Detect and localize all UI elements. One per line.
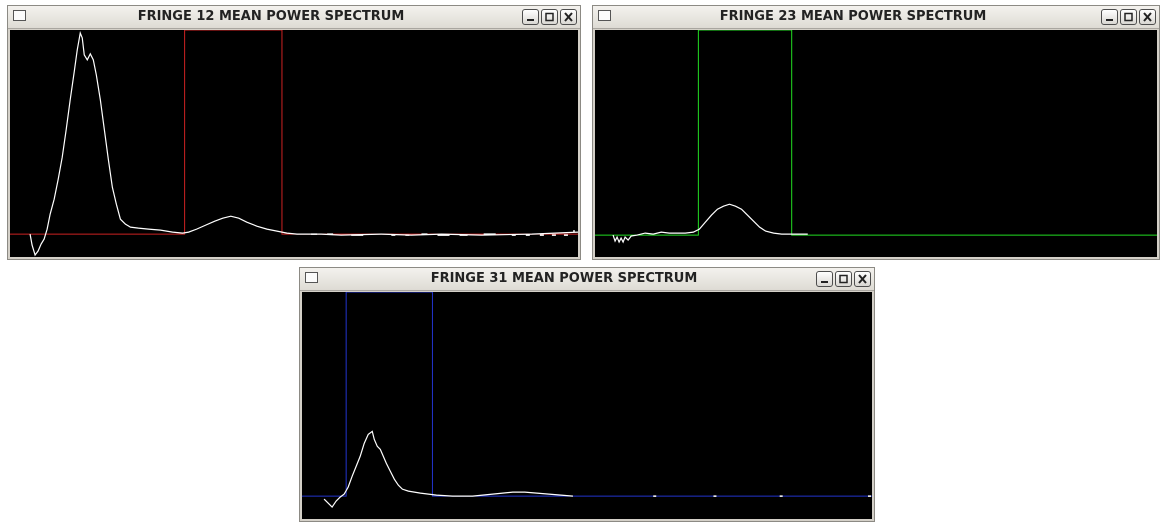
filter-window-outline: [595, 30, 1157, 236]
spectrum-plot: [595, 30, 1157, 257]
close-icon[interactable]: [854, 271, 871, 287]
spectrum-chart: [302, 292, 872, 508]
minimize-icon[interactable]: [816, 271, 833, 287]
title-bar[interactable]: FRINGE 23 MEAN POWER SPECTRUM: [593, 6, 1159, 29]
window-menu-icon[interactable]: [305, 272, 318, 283]
minimize-icon[interactable]: [1101, 9, 1118, 25]
maximize-icon[interactable]: [541, 9, 558, 25]
maximize-icon[interactable]: [1120, 9, 1137, 25]
maximize-icon[interactable]: [835, 271, 852, 287]
spectrum-trace: [29, 30, 578, 257]
window-fringe-12: FRINGE 12 MEAN POWER SPECTRUM: [7, 5, 581, 260]
close-icon[interactable]: [560, 9, 577, 25]
window-title: FRINGE 23 MEAN POWER SPECTRUM: [719, 9, 987, 24]
spectrum-plot: [302, 292, 872, 519]
noise-ticks: [311, 230, 575, 236]
filter-window-outline: [302, 292, 872, 497]
window-menu-icon[interactable]: [598, 10, 611, 21]
spectrum-plot: [10, 30, 578, 257]
spectrum-trace: [323, 430, 574, 508]
filter-window-outline: [10, 30, 578, 235]
close-icon[interactable]: [1139, 9, 1156, 25]
window-title: FRINGE 12 MEAN POWER SPECTRUM: [137, 9, 405, 24]
minimize-icon[interactable]: [522, 9, 539, 25]
title-bar[interactable]: FRINGE 12 MEAN POWER SPECTRUM: [8, 6, 580, 29]
window-menu-icon[interactable]: [13, 10, 26, 21]
spectrum-chart: [595, 30, 1157, 244]
spectrum-chart: [10, 30, 578, 257]
window-fringe-31: FRINGE 31 MEAN POWER SPECTRUM: [299, 267, 875, 522]
window-title: FRINGE 31 MEAN POWER SPECTRUM: [430, 271, 698, 286]
spectrum-trace: [612, 203, 808, 244]
window-fringe-23: FRINGE 23 MEAN POWER SPECTRUM: [592, 5, 1160, 260]
title-bar[interactable]: FRINGE 31 MEAN POWER SPECTRUM: [300, 268, 874, 291]
